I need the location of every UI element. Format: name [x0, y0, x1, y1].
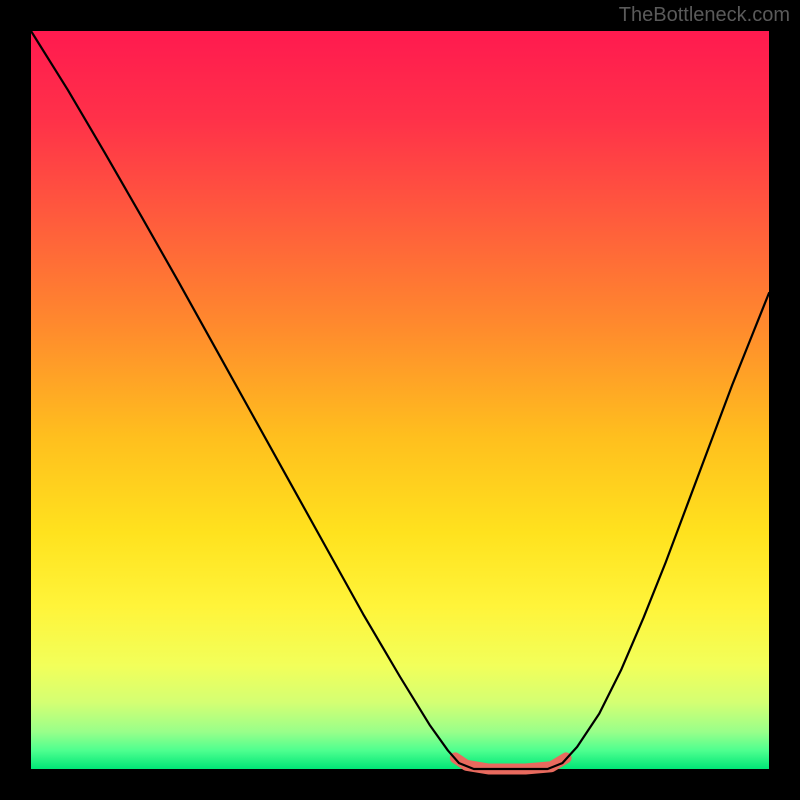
bottleneck-curve	[31, 31, 769, 769]
plot-area	[31, 31, 769, 769]
chart-container: TheBottleneck.com	[0, 0, 800, 800]
chart-svg	[31, 31, 769, 769]
watermark-text: TheBottleneck.com	[619, 4, 790, 27]
